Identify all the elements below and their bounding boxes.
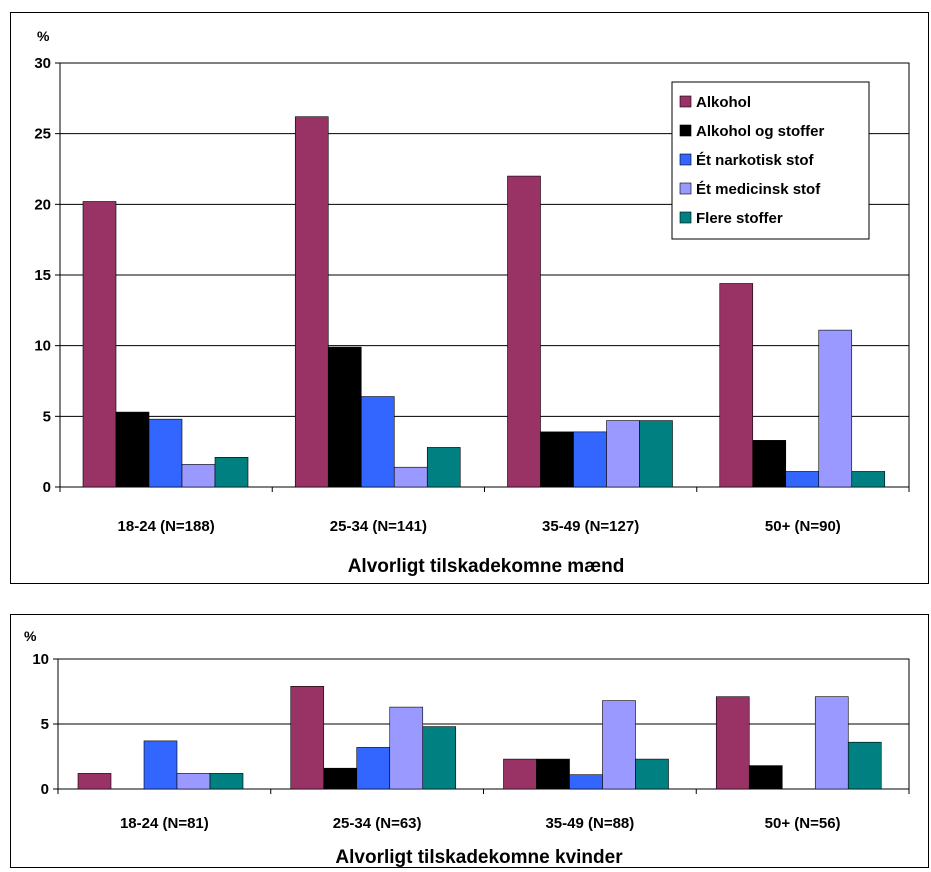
bar-5-4 (851, 471, 886, 488)
y-tick-label: 5 (41, 716, 49, 733)
legend-swatch (679, 153, 692, 166)
legend-swatch (679, 211, 692, 224)
x-tick-label: 18-24 (N=81) (120, 815, 209, 832)
bar-2-2 (327, 346, 362, 488)
bar-4-3 (602, 700, 636, 790)
chart-panel-men: % Alvorligt tilskadekomne mænd 0 5 10 15 20 2… (10, 12, 929, 584)
bar-2-2 (323, 767, 358, 790)
y-tick-label: 0 (43, 479, 51, 496)
x-tick-label: 50+ (N=90) (765, 518, 841, 535)
bar-3-2 (360, 396, 395, 488)
bar-3-1 (143, 740, 178, 790)
y-tick-label: 10 (34, 338, 51, 355)
bar-chart-men: % Alvorligt tilskadekomne mænd 0 5 10 15 20 2… (34, 28, 910, 577)
bar-1-3 (503, 758, 537, 790)
bar-3-4 (785, 471, 820, 488)
bar-4-2 (393, 466, 428, 488)
x-tick-label: 25-34 (N=63) (333, 815, 422, 832)
bar-4-4 (814, 696, 849, 790)
bar-5-2 (426, 447, 461, 488)
bar-1-3 (507, 175, 541, 488)
bar-1-4 (719, 283, 754, 488)
legend-swatch (679, 95, 692, 108)
bar-1-1 (82, 201, 117, 488)
legend-swatch (679, 182, 692, 195)
x-tick-label: 18-24 (N=188) (118, 518, 215, 535)
bar-5-1 (209, 773, 244, 790)
y-tick-label: 20 (34, 196, 51, 213)
bar-2-4 (752, 440, 787, 488)
bar-2-1 (115, 411, 150, 488)
legend-swatch (679, 124, 692, 137)
bar-3-2 (356, 747, 391, 790)
x-tick-label: 50+ (N=56) (765, 815, 841, 832)
x-axis-title: Alvorligt tilskadekomne mænd (348, 556, 625, 577)
bar-chart-women: % Alvorligt tilskadekomne kvinder 0 5 10 18… (24, 628, 910, 867)
y-tick-label: 15 (34, 267, 51, 284)
bar-2-3 (536, 758, 570, 790)
y-tick-label: 30 (34, 55, 51, 72)
bar-4-1 (181, 464, 216, 488)
y-unit-label: % (24, 628, 37, 644)
bar-3-3 (569, 774, 603, 790)
bar-1-2 (294, 116, 329, 488)
x-tick-label: 35-49 (N=127) (542, 518, 639, 535)
bar-4-4 (818, 329, 853, 488)
bar-2-4 (748, 765, 783, 790)
legend-label: Ét medicinsk stof (696, 181, 821, 198)
bar-4-2 (389, 706, 424, 790)
y-tick-label: 25 (34, 126, 51, 143)
x-axis-title: Alvorligt tilskadekomne kvinder (335, 847, 623, 867)
bar-3-3 (573, 431, 607, 488)
bar-5-2 (422, 726, 457, 790)
x-tick-label: 25-34 (N=141) (330, 518, 427, 535)
bar-5-3 (635, 758, 669, 790)
y-tick-label: 0 (41, 781, 49, 798)
chart-panel-women: % Alvorligt tilskadekomne kvinder 0 5 10 18… (10, 614, 929, 868)
legend-box (671, 81, 870, 240)
bar-1-2 (290, 686, 325, 790)
bar-4-1 (176, 773, 211, 790)
bar-1-4 (715, 696, 750, 790)
bar-5-1 (214, 457, 249, 488)
legend-label: Ét narkotisk stof (696, 152, 815, 169)
bar-5-4 (847, 741, 882, 790)
x-tick-label: 35-49 (N=88) (545, 815, 634, 832)
bar-5-3 (639, 420, 673, 488)
bar-2-3 (540, 431, 574, 488)
legend-label: Flere stoffer (696, 210, 783, 227)
y-unit-label: % (37, 28, 50, 44)
legend-label: Alkohol (696, 94, 751, 111)
y-tick-label: 5 (43, 408, 51, 425)
legend-label: Alkohol og stoffer (696, 123, 824, 140)
y-tick-label: 10 (32, 651, 49, 668)
bar-4-3 (606, 420, 640, 488)
bar-3-1 (148, 418, 183, 488)
bar-1-1 (77, 773, 112, 790)
